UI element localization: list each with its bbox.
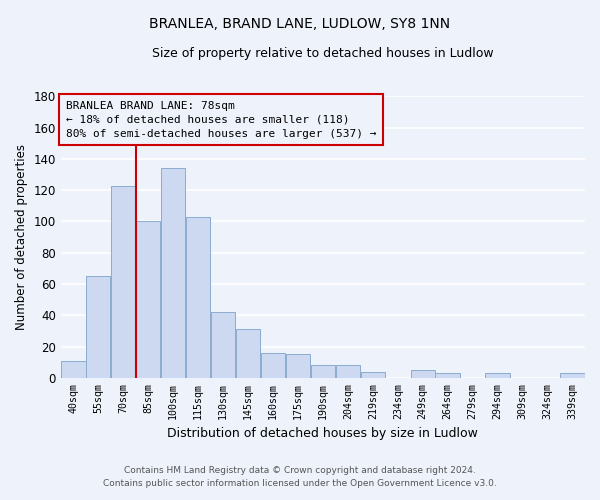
Text: Contains HM Land Registry data © Crown copyright and database right 2024.
Contai: Contains HM Land Registry data © Crown c… bbox=[103, 466, 497, 487]
Bar bbox=[485, 373, 510, 378]
Bar bbox=[211, 312, 235, 378]
X-axis label: Distribution of detached houses by size in Ludlow: Distribution of detached houses by size … bbox=[167, 427, 478, 440]
Bar bbox=[361, 372, 385, 378]
Bar bbox=[261, 353, 285, 378]
Text: BRANLEA, BRAND LANE, LUDLOW, SY8 1NN: BRANLEA, BRAND LANE, LUDLOW, SY8 1NN bbox=[149, 18, 451, 32]
Bar bbox=[436, 373, 460, 378]
Title: Size of property relative to detached houses in Ludlow: Size of property relative to detached ho… bbox=[152, 48, 494, 60]
Bar bbox=[335, 366, 360, 378]
Y-axis label: Number of detached properties: Number of detached properties bbox=[15, 144, 28, 330]
Bar bbox=[186, 217, 211, 378]
Bar bbox=[410, 370, 435, 378]
Bar bbox=[61, 360, 86, 378]
Bar bbox=[161, 168, 185, 378]
Text: BRANLEA BRAND LANE: 78sqm
← 18% of detached houses are smaller (118)
80% of semi: BRANLEA BRAND LANE: 78sqm ← 18% of detac… bbox=[66, 100, 377, 138]
Bar bbox=[286, 354, 310, 378]
Bar bbox=[560, 373, 585, 378]
Bar bbox=[111, 186, 136, 378]
Bar bbox=[136, 222, 160, 378]
Bar bbox=[86, 276, 110, 378]
Bar bbox=[236, 330, 260, 378]
Bar bbox=[311, 366, 335, 378]
